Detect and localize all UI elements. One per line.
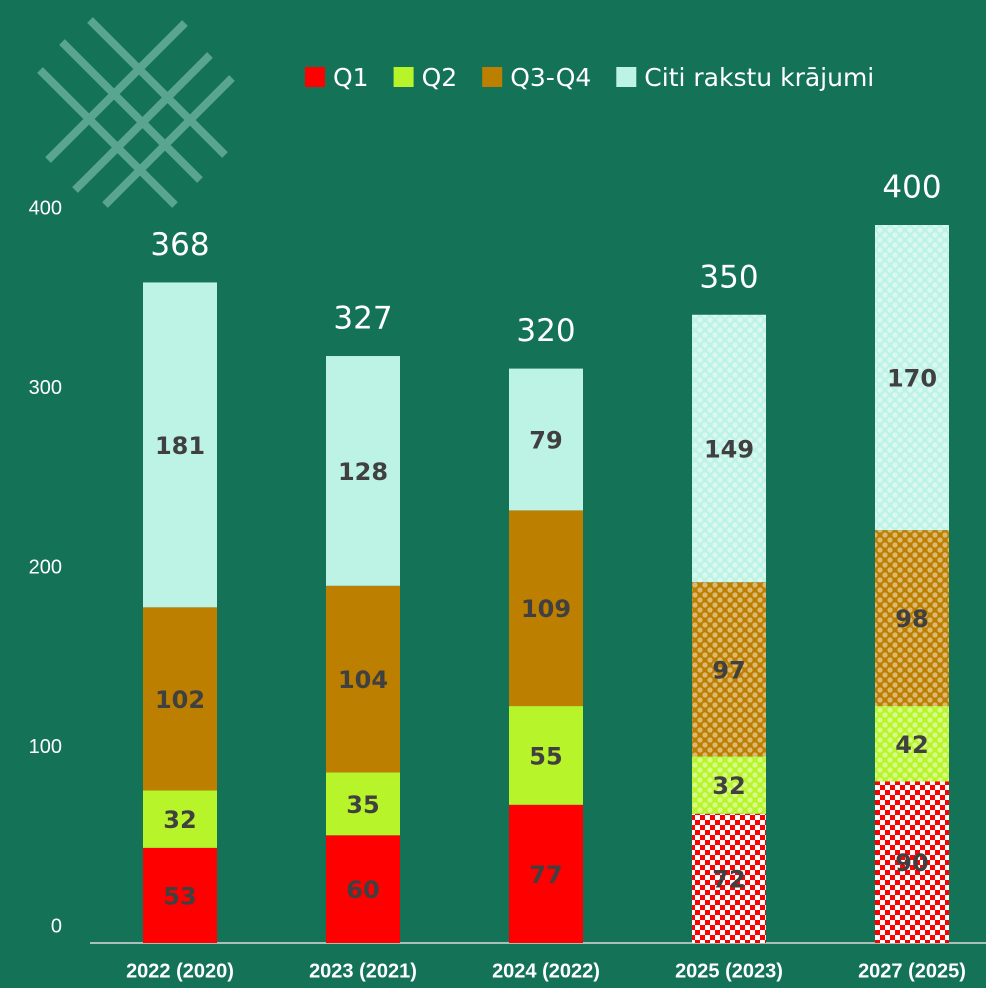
bar-segment [509, 368, 583, 511]
legend-label: Q2 [422, 63, 458, 92]
logo-line [87, 17, 228, 158]
bar-segment [326, 585, 400, 773]
logo-line [59, 39, 203, 183]
data-label: 35 [346, 791, 379, 819]
bar-segment [326, 835, 400, 943]
logo [37, 17, 235, 208]
data-label: 104 [338, 666, 388, 694]
x-tick-label: 2025 (2023) [675, 960, 783, 982]
total-label: 350 [699, 259, 758, 295]
data-label: 90 [895, 849, 928, 877]
data-label: 170 [887, 365, 937, 393]
bar-segment [692, 314, 766, 583]
logo-line [72, 52, 213, 193]
bar-segment [143, 607, 217, 791]
x-tick-label: 2022 (2020) [126, 960, 234, 982]
data-label: 77 [529, 861, 562, 889]
legend-swatch [482, 67, 503, 87]
legend-label: Q3-Q4 [510, 63, 591, 92]
bar-segment [143, 847, 217, 943]
data-label: 97 [712, 656, 745, 684]
bar-segment [692, 756, 766, 814]
bar-segment [692, 582, 766, 757]
legend-swatch [393, 67, 414, 87]
legend-label: Q1 [333, 63, 369, 92]
data-label: 55 [529, 742, 562, 770]
total-label: 320 [516, 313, 575, 349]
data-label: 181 [155, 432, 205, 460]
data-label: 53 [163, 882, 196, 910]
data-label: 42 [895, 731, 928, 759]
data-label: 72 [712, 865, 745, 893]
bar-segment [875, 530, 949, 707]
bar-segment [143, 282, 217, 608]
logo-line [45, 20, 188, 163]
bar-segment [143, 790, 217, 848]
bar-segment [509, 706, 583, 805]
y-tick-label: 0 [51, 915, 62, 937]
y-tick-label: 300 [29, 377, 62, 399]
data-label: 98 [895, 605, 928, 633]
y-tick-label: 100 [29, 736, 62, 758]
x-tick-label: 2024 (2022) [492, 960, 600, 982]
total-label: 327 [333, 301, 392, 337]
data-label: 109 [521, 595, 571, 623]
data-label: 32 [712, 772, 745, 800]
data-label: 60 [346, 876, 379, 904]
bar-segment [326, 772, 400, 836]
bar-segment [692, 813, 766, 943]
bar-segment [875, 781, 949, 943]
x-tick-label: 2027 (2025) [858, 960, 966, 982]
data-label: 149 [704, 435, 754, 463]
legend-swatch [305, 67, 325, 87]
y-tick-label: 200 [29, 556, 62, 578]
data-label: 128 [338, 458, 388, 486]
data-label: 79 [529, 427, 562, 455]
x-tick-label: 2023 (2021) [309, 960, 417, 982]
y-tick-label: 400 [29, 197, 62, 219]
legend-label: Citi rakstu krājumi [644, 63, 874, 92]
data-label: 102 [155, 686, 205, 714]
data-label: 32 [163, 806, 196, 834]
bar-segment [875, 706, 949, 782]
total-label: 368 [150, 227, 209, 263]
bar-segment [509, 804, 583, 943]
bar-segment [875, 225, 949, 531]
logo-line [102, 75, 235, 208]
bar-segment [326, 356, 400, 586]
bar-segment [509, 510, 583, 707]
legend-swatch [616, 67, 637, 87]
total-label: 400 [882, 170, 941, 206]
logo-line [37, 67, 178, 208]
